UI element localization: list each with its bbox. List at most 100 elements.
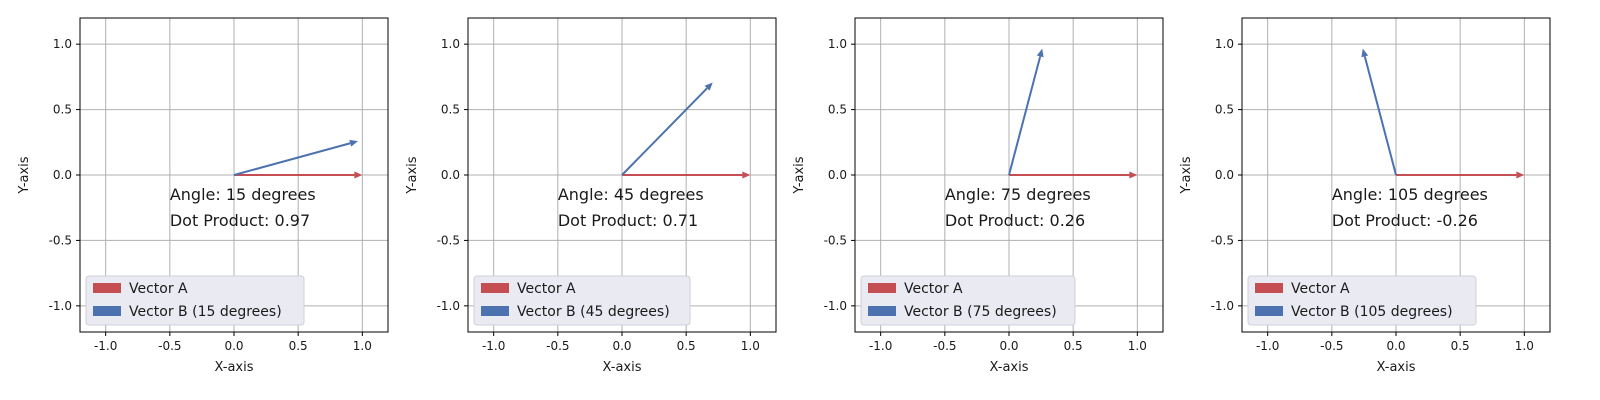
angle-annotation: Angle: 105 degrees xyxy=(1332,185,1488,204)
x-tick-label: 1.0 xyxy=(1128,339,1147,353)
x-axis-label: X-axis xyxy=(990,360,1029,375)
legend-swatch-b xyxy=(868,306,896,316)
angle-annotation: Angle: 75 degrees xyxy=(945,185,1091,204)
axes-frame xyxy=(1241,17,1551,333)
legend-label-a: Vector A xyxy=(1291,281,1350,297)
legend-swatch-a xyxy=(93,283,121,293)
y-tick-label: 0.0 xyxy=(828,168,847,182)
axes-frame xyxy=(467,17,777,333)
legend-swatch-b xyxy=(93,306,121,316)
vector-a-arrowhead xyxy=(742,171,751,179)
dot-product-annotation: Dot Product: -0.26 xyxy=(1332,211,1478,230)
vectors xyxy=(1008,48,1138,179)
legend-label-b: Vector B (45 degrees) xyxy=(517,304,670,320)
x-tick-label: 1.0 xyxy=(741,339,760,353)
x-tick-label: 0.0 xyxy=(999,339,1018,353)
legend-swatch-b xyxy=(481,306,509,316)
y-tick-label: 0.0 xyxy=(1215,168,1234,182)
x-tick-label: 0.0 xyxy=(224,339,243,353)
y-tick-label: -1.0 xyxy=(824,299,847,313)
x-tick-label: 0.0 xyxy=(612,339,631,353)
y-axis-label: Y-axis xyxy=(405,156,420,194)
y-tick-label: 1.0 xyxy=(828,37,847,51)
x-tick-label: 0.0 xyxy=(1386,339,1405,353)
y-tick-label: 0.5 xyxy=(1215,103,1234,117)
x-tick-label: -1.0 xyxy=(482,339,505,353)
legend: Vector A Vector B (75 degrees) xyxy=(860,275,1076,326)
y-axis-label: Y-axis xyxy=(1179,156,1194,194)
vectors xyxy=(621,82,751,179)
legend-label-b: Vector B (75 degrees) xyxy=(904,304,1057,320)
subplot-3: -1.0 -0.5 0.0 0.5 1.0 -1.0 -0.5 0.0 0.5 1.0 X-axis… xyxy=(792,17,1164,375)
x-tick-label: 0.5 xyxy=(289,339,308,353)
y-axis-label: Y-axis xyxy=(792,156,807,194)
legend-label-a: Vector A xyxy=(129,281,188,297)
y-tick-label: -0.5 xyxy=(49,233,72,247)
x-axis-label: X-axis xyxy=(215,360,254,375)
legend-label-a: Vector A xyxy=(904,281,963,297)
x-tick-label: -0.5 xyxy=(158,339,181,353)
legend: Vector A Vector B (45 degrees) xyxy=(473,275,691,326)
x-tick-label: -0.5 xyxy=(546,339,569,353)
dot-product-annotation: Dot Product: 0.71 xyxy=(558,211,698,230)
y-tick-label: 1.0 xyxy=(53,37,72,51)
vector-b-shaft xyxy=(1008,56,1042,176)
x-tick-label: -0.5 xyxy=(1320,339,1343,353)
vector-b-arrowhead xyxy=(704,82,713,91)
legend-label-a: Vector A xyxy=(517,281,576,297)
x-tick-label: 1.0 xyxy=(353,339,372,353)
subplot-2: -1.0 -0.5 0.0 0.5 1.0 -1.0 -0.5 0.0 0.5 1.0 X-axis… xyxy=(405,17,777,375)
y-axis-label: Y-axis xyxy=(17,156,32,194)
legend: Vector A Vector B (105 degrees) xyxy=(1247,275,1477,326)
x-tick-label: -1.0 xyxy=(94,339,117,353)
vector-b-shaft xyxy=(621,87,708,176)
y-tick-label: -0.5 xyxy=(1211,233,1234,247)
y-tick-label: 0.5 xyxy=(828,103,847,117)
angle-annotation: Angle: 15 degrees xyxy=(170,185,316,204)
y-tick-label: 0.5 xyxy=(53,103,72,117)
x-axis-label: X-axis xyxy=(603,360,642,375)
vectors xyxy=(233,139,363,179)
y-tick-label: 1.0 xyxy=(1215,37,1234,51)
legend-box xyxy=(473,275,691,326)
dot-product-annotation: Dot Product: 0.97 xyxy=(170,211,310,230)
legend-label-b: Vector B (15 degrees) xyxy=(129,304,282,320)
vector-a-arrowhead xyxy=(354,171,363,179)
y-tick-label: -0.5 xyxy=(824,233,847,247)
legend-box xyxy=(1247,275,1477,326)
vector-b-arrowhead xyxy=(349,139,358,147)
y-tick-label: 0.5 xyxy=(441,103,460,117)
axes-frame xyxy=(854,17,1164,333)
y-tick-label: -1.0 xyxy=(1211,299,1234,313)
x-tick-label: 0.5 xyxy=(1064,339,1083,353)
legend-box xyxy=(860,275,1076,326)
subplot-4: -1.0 -0.5 0.0 0.5 1.0 -1.0 -0.5 0.0 0.5 1.0 X-axis… xyxy=(1179,17,1551,375)
y-tick-label: -1.0 xyxy=(437,299,460,313)
y-tick-label: -1.0 xyxy=(49,299,72,313)
x-tick-label: 0.5 xyxy=(1451,339,1470,353)
vector-a-arrowhead xyxy=(1129,171,1138,179)
vector-a-arrowhead xyxy=(1516,171,1525,179)
x-tick-label: -1.0 xyxy=(1256,339,1279,353)
x-tick-label: 1.0 xyxy=(1515,339,1534,353)
x-tick-label: -0.5 xyxy=(933,339,956,353)
dot-product-annotation: Dot Product: 0.26 xyxy=(945,211,1085,230)
y-tick-label: 0.0 xyxy=(441,168,460,182)
y-tick-label: 1.0 xyxy=(441,37,460,51)
axes-frame xyxy=(79,17,389,333)
x-axis-label: X-axis xyxy=(1377,360,1416,375)
legend-label-b: Vector B (105 degrees) xyxy=(1291,304,1453,320)
y-tick-label: 0.0 xyxy=(53,168,72,182)
legend: Vector A Vector B (15 degrees) xyxy=(85,275,305,326)
x-tick-label: 0.5 xyxy=(677,339,696,353)
vector-b-shaft xyxy=(1363,56,1397,176)
legend-swatch-a xyxy=(1255,283,1283,293)
vector-b-arrowhead xyxy=(1361,48,1369,58)
legend-swatch-a xyxy=(481,283,509,293)
subplot-1: -1.0 -0.5 0.0 0.5 1.0 -1.0 -0.5 0.0 0.5 1.0 X-axis… xyxy=(17,17,389,375)
angle-annotation: Angle: 45 degrees xyxy=(558,185,704,204)
vector-b-shaft xyxy=(233,142,351,176)
legend-swatch-b xyxy=(1255,306,1283,316)
vector-b-arrowhead xyxy=(1036,48,1044,58)
